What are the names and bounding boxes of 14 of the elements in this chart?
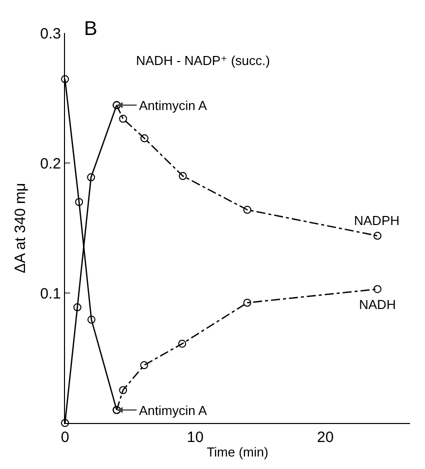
x-tick-label: 20 xyxy=(317,429,334,446)
chart-title: B xyxy=(84,18,98,40)
y-tick-label: 0.2 xyxy=(40,155,61,172)
series-label: NADH xyxy=(359,297,396,312)
series-label: NADPH xyxy=(354,213,400,228)
annotation: Antimycin A xyxy=(139,98,208,113)
x-tick-label: 10 xyxy=(186,429,204,446)
y-axis-title: ΔA at 340 mμ xyxy=(12,182,29,274)
annotation: Antimycin A xyxy=(139,403,208,418)
y-tick-label: 0.3 xyxy=(40,25,61,42)
x-tick-label: 0 xyxy=(60,429,70,446)
x-axis-title: Time (min) xyxy=(206,444,268,460)
text: NADH - NADP⁺ (succ.) xyxy=(136,53,270,68)
y-tick-label: 0.1 xyxy=(40,285,61,302)
